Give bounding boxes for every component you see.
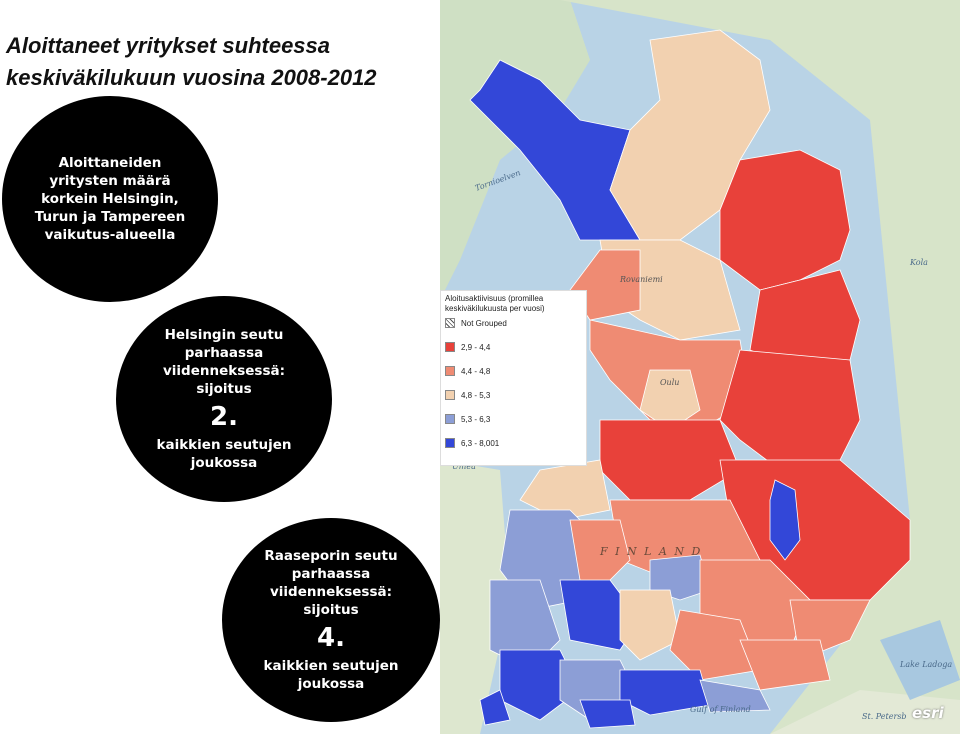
legend-item: 2,9 - 4,4 [445,342,490,352]
map-label-rovaniemi: Rovaniemi [620,275,663,284]
sweden-coast [440,460,510,734]
legend-item: 4,8 - 5,3 [445,390,490,400]
region-raasepori[interactable] [579,699,636,729]
region-helsinki[interactable] [619,669,711,716]
legend-item: 6,3 - 8,001 [445,438,499,448]
legend-label: Not Grouped [461,318,507,328]
page-title: Aloittaneet yritykset suhteessa keskiväk… [6,33,377,90]
region-vaasa[interactable] [519,459,611,521]
region-porvoo[interactable] [699,679,771,713]
helsinki-rank: 2. [210,402,238,432]
region-seinajoki[interactable] [569,519,631,591]
raasepori-rank: 4. [317,623,345,653]
region-jyvaskyla[interactable] [649,554,711,601]
helsinki-footnote: kaikkien seutujen joukossa [156,437,292,471]
sweden-land [440,0,590,300]
legend-item: 5,3 - 6,3 [445,414,490,424]
legend-label: 4,8 - 5,3 [461,390,491,400]
map-label-finland: F I N L A N D [600,545,703,558]
region-lapland-north[interactable] [609,29,771,241]
map-label-kola: Kola [910,258,928,267]
map-label-lake: Lake Ladoga [900,660,953,669]
region-hameenlinna[interactable] [619,589,681,661]
map-label-oulu: Oulu [660,378,680,387]
map-label-gulf: Gulf of Finland [690,705,751,714]
legend-item: Not Grouped [445,318,507,328]
russia-south [770,690,960,734]
legend-swatch [445,318,455,328]
info-circle-top: Aloittaneiden yritysten määrä korkein He… [2,96,218,302]
finland-map[interactable] [440,0,960,734]
region-tornio[interactable] [569,249,641,321]
legend-label: 6,3 - 8,001 [461,438,500,448]
legend-swatch [445,342,455,352]
map-legend: Aloitusaktiivisuus (promillea keskiväkil… [440,290,587,466]
legend-item: 4,4 - 4,8 [445,366,490,376]
map-label-stp: St. Petersb [862,712,907,721]
legend-swatch [445,390,455,400]
region-aland[interactable] [479,689,511,726]
raasepori-description: Raaseporin seutu parhaassa viidenneksess… [264,548,398,618]
region-kotka[interactable] [739,639,831,691]
legend-label: 2,9 - 4,4 [461,342,491,352]
legend-label: 4,4 - 4,8 [461,366,491,376]
legend-swatch [445,414,455,424]
helsinki-description: Helsingin seutu parhaassa viidenneksessä… [162,327,285,397]
map-label-umea: Umeå [452,462,476,471]
info-circle-helsinki: Helsingin seutu parhaassa viidenneksessä… [116,296,332,502]
esri-logo: esri [912,704,944,722]
legend-swatch [445,366,455,376]
legend-label: 5,3 - 6,3 [461,414,491,424]
lake-ladoga [880,620,960,700]
legend-title: Aloitusaktiivisuus (promillea keskiväkil… [445,294,545,313]
info-circle-raasepori: Raaseporin seutu parhaassa viidenneksess… [222,518,440,722]
info-circle-text: Aloittaneiden yritysten määrä korkein He… [34,155,186,243]
region-east-lapland[interactable] [719,149,851,291]
region-lahti[interactable] [669,609,761,681]
legend-swatch [445,438,455,448]
region-joensuu[interactable] [769,479,801,561]
raasepori-footnote: kaikkien seutujen joukossa [263,658,399,692]
